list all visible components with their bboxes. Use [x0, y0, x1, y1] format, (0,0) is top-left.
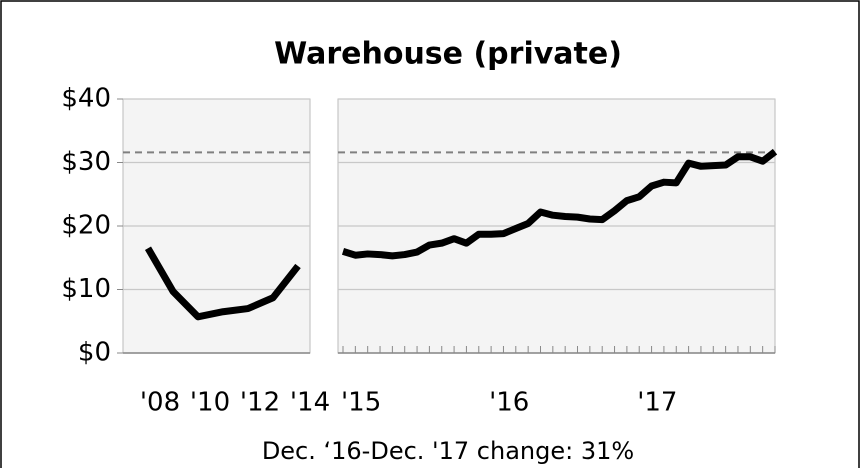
y-tick-label: $20: [61, 211, 111, 241]
y-tick-label: $0: [78, 338, 111, 368]
footnote: Dec. ‘16-Dec. '17 change: 31%: [262, 437, 634, 465]
line: [144, 246, 301, 321]
y-tick-label: $10: [61, 274, 111, 304]
y-tick-label: $40: [61, 84, 111, 114]
x-tick-label: '15: [341, 388, 381, 418]
x-tick-label: '16: [489, 388, 529, 418]
x-tick-label: '17: [637, 388, 677, 418]
x-tick-label: '08: [140, 388, 180, 418]
x-tick-label: '12: [240, 388, 280, 418]
line: [341, 148, 778, 260]
x-tick-label: '10: [190, 388, 230, 418]
chart-title: Warehouse (private): [274, 37, 622, 72]
x-tick-label: '14: [290, 388, 330, 418]
y-tick-label: $30: [61, 147, 111, 177]
